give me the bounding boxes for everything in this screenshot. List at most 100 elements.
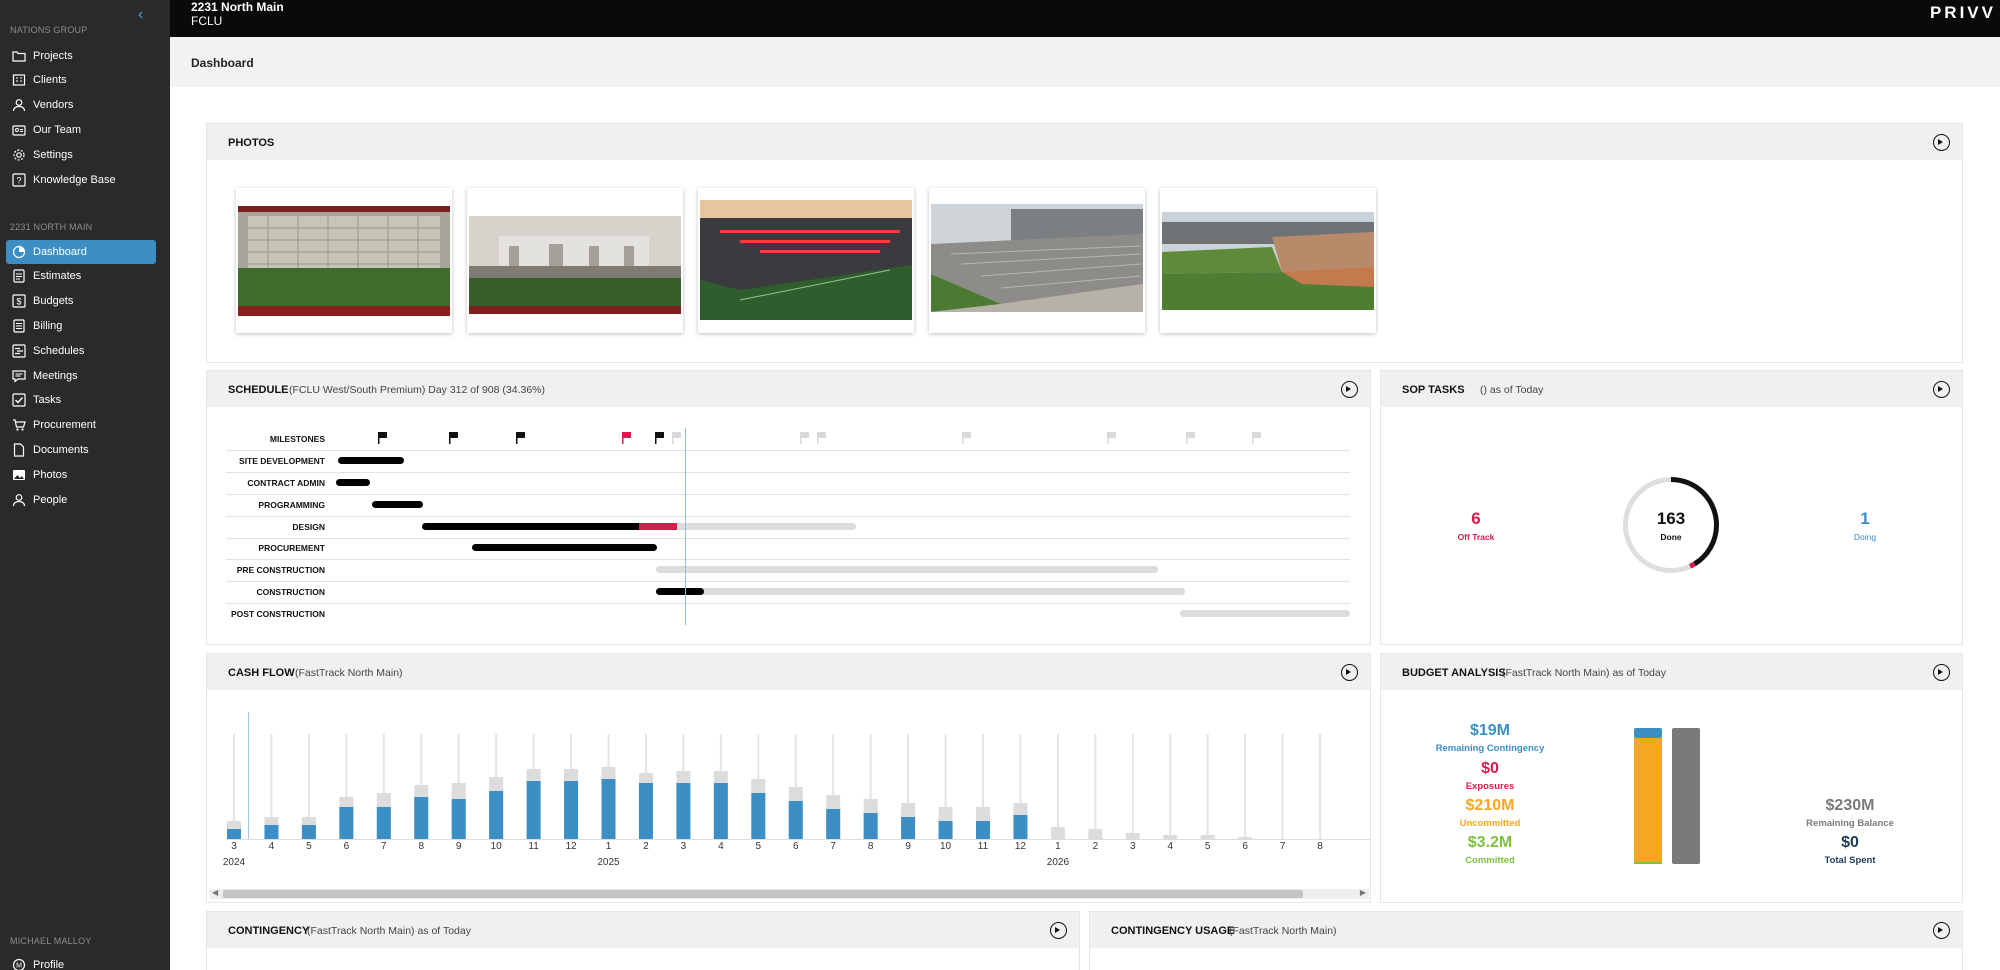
cash-flow-bar-actual[interactable] xyxy=(751,793,766,839)
cash-flow-bar-actual[interactable] xyxy=(976,821,990,839)
cash-flow-tick-label: 2 xyxy=(1092,841,1099,852)
cash-flow-bar-actual[interactable] xyxy=(451,799,466,839)
sidebar-item-settings[interactable]: Settings xyxy=(6,143,156,167)
cash-flow-track xyxy=(233,734,235,839)
scrollbar-thumb[interactable] xyxy=(223,890,1303,898)
photo-thumbnail-2[interactable] xyxy=(467,188,683,333)
sidebar-item-knowledge-base[interactable]: ? Knowledge Base xyxy=(6,168,156,192)
cash-flow-bar-forecast[interactable] xyxy=(1050,827,1065,839)
project-subtitle: FCLU xyxy=(191,14,223,28)
cash-flow-bar-forecast[interactable] xyxy=(1200,835,1215,839)
cash-flow-bar-actual[interactable] xyxy=(1013,815,1028,839)
photos-open-button[interactable] xyxy=(1933,134,1950,151)
sop-open-button[interactable] xyxy=(1933,381,1950,398)
sidebar-item-clients[interactable]: Clients xyxy=(6,68,156,92)
cash-flow-bar-actual[interactable] xyxy=(901,817,916,839)
remaining-balance-value: $230M xyxy=(1825,797,1875,814)
cash-flow-bar-actual[interactable] xyxy=(826,809,841,839)
cash-flow-tick-label: 8 xyxy=(1317,841,1323,852)
brand-logo[interactable]: PRIVV xyxy=(1929,3,1996,22)
total-spent-value: $0 xyxy=(1841,834,1859,851)
photo-thumbnail-4[interactable] xyxy=(929,188,1145,333)
sidebar-item-vendors[interactable]: Vendors xyxy=(6,93,156,117)
schedule-bar-programming[interactable] xyxy=(372,501,423,508)
sidebar-item-dashboard[interactable]: Dashboard xyxy=(6,240,156,264)
cash-flow-bar-actual[interactable] xyxy=(564,781,579,839)
sop-tasks-panel: SOP TASKS () as of Today xyxy=(1380,370,1963,645)
cash-flow-year-label: 2025 xyxy=(597,857,620,868)
cash-flow-bar-actual[interactable] xyxy=(676,783,691,839)
cash-flow-tick-label: 4 xyxy=(718,841,724,852)
budget-bar-contingency[interactable] xyxy=(1634,728,1662,738)
sidebar-item-billing[interactable]: Billing xyxy=(6,314,156,338)
folder-icon xyxy=(12,51,26,62)
cash-flow-bar-actual[interactable] xyxy=(489,791,504,839)
cash-flow-bar-actual[interactable] xyxy=(788,801,803,839)
schedule-bar-design-late[interactable] xyxy=(639,523,677,530)
sidebar-item-estimates[interactable]: Estimates xyxy=(6,264,156,288)
schedule-row-label: PROGRAMMING xyxy=(258,500,325,510)
sidebar-item-tasks[interactable]: Tasks xyxy=(6,388,156,412)
photo-thumbnail-3[interactable] xyxy=(698,188,914,333)
contingency-open-button[interactable] xyxy=(1050,922,1067,939)
schedule-row-label: CONTRACT ADMIN xyxy=(247,478,325,488)
schedule-bar-site-development[interactable] xyxy=(338,457,404,464)
scroll-left-icon[interactable]: ◀ xyxy=(212,888,219,897)
cash-flow-bar-forecast[interactable] xyxy=(1088,829,1103,839)
sidebar-item-schedules[interactable]: Schedules xyxy=(6,339,156,363)
sidebar-item-profile[interactable]: M Profile xyxy=(6,953,156,970)
schedule-bar-construction-planned[interactable] xyxy=(656,588,1185,595)
sidebar-item-budgets[interactable]: $ Budgets xyxy=(6,289,156,313)
schedule-row-label: POST CONSTRUCTION xyxy=(231,609,325,619)
cash-flow-bar-forecast[interactable] xyxy=(1238,837,1253,839)
sidebar-item-people[interactable]: People xyxy=(6,488,156,512)
cash-flow-bar-actual[interactable] xyxy=(638,783,653,839)
cash-flow-track xyxy=(1281,734,1284,839)
sop-donut-chart xyxy=(1623,477,1719,573)
budget-bar-remaining-balance[interactable] xyxy=(1672,728,1700,864)
sidebar-item-our-team[interactable]: Our Team xyxy=(6,118,156,142)
cash-flow-bar-forecast[interactable] xyxy=(1125,833,1140,839)
schedule-open-button[interactable] xyxy=(1341,381,1358,398)
photo-thumbnail-5[interactable] xyxy=(1160,188,1376,333)
cash-flow-title: CASH FLOW xyxy=(228,667,295,679)
cash-flow-open-button[interactable] xyxy=(1341,664,1358,681)
cash-flow-bar-actual[interactable] xyxy=(863,813,878,839)
cash-flow-bar-actual[interactable] xyxy=(938,821,953,839)
cash-flow-bar-actual[interactable] xyxy=(526,781,541,839)
schedule-bar-design-done[interactable] xyxy=(422,523,642,530)
cash-flow-bar-actual[interactable] xyxy=(339,807,354,839)
cash-flow-bar-actual[interactable] xyxy=(414,797,429,839)
schedule-bar-post-construction[interactable] xyxy=(1180,610,1350,617)
cash-flow-scrollbar[interactable]: ◀ ▶ xyxy=(209,888,1369,899)
sidebar-item-label: Procurement xyxy=(33,419,96,431)
collapse-sidebar-icon[interactable]: ‹ xyxy=(138,6,144,23)
cash-flow-tick-label: 10 xyxy=(490,841,502,852)
budget-open-button[interactable] xyxy=(1933,664,1950,681)
photo-thumbnail-1[interactable] xyxy=(236,188,452,333)
sidebar-item-meetings[interactable]: Meetings xyxy=(6,364,156,388)
schedule-bar-construction-done[interactable] xyxy=(656,588,704,595)
cash-flow-bar-actual[interactable] xyxy=(301,825,316,839)
sidebar-item-photos[interactable]: Photos xyxy=(6,463,156,487)
budget-bar-committed[interactable] xyxy=(1634,862,1662,864)
cash-flow-bar-forecast[interactable] xyxy=(1163,835,1178,839)
sidebar-item-procurement[interactable]: Procurement xyxy=(6,413,156,437)
gear-icon xyxy=(13,149,25,161)
schedule-bar-pre-construction[interactable] xyxy=(656,566,1158,573)
budget-bar-uncommitted[interactable] xyxy=(1634,738,1662,862)
cash-flow-bar-actual[interactable] xyxy=(227,829,241,839)
sidebar-item-projects[interactable]: Projects xyxy=(6,44,156,68)
cash-flow-year-label: 2024 xyxy=(222,857,246,868)
contingency-usage-open-button[interactable] xyxy=(1933,922,1950,939)
scroll-right-icon[interactable]: ▶ xyxy=(1359,888,1366,897)
sidebar-item-documents[interactable]: Documents xyxy=(6,438,156,462)
cash-flow-bar-actual[interactable] xyxy=(376,807,391,839)
schedule-bar-contract-admin[interactable] xyxy=(336,479,370,486)
cash-flow-tick-label: 9 xyxy=(905,841,911,852)
cash-flow-bar-actual[interactable] xyxy=(264,825,279,839)
cash-flow-bar-actual[interactable] xyxy=(713,783,728,839)
contingency-title: CONTINGENCY xyxy=(228,925,310,937)
schedule-bar-procurement[interactable] xyxy=(472,544,657,551)
cash-flow-bar-actual[interactable] xyxy=(601,779,616,839)
